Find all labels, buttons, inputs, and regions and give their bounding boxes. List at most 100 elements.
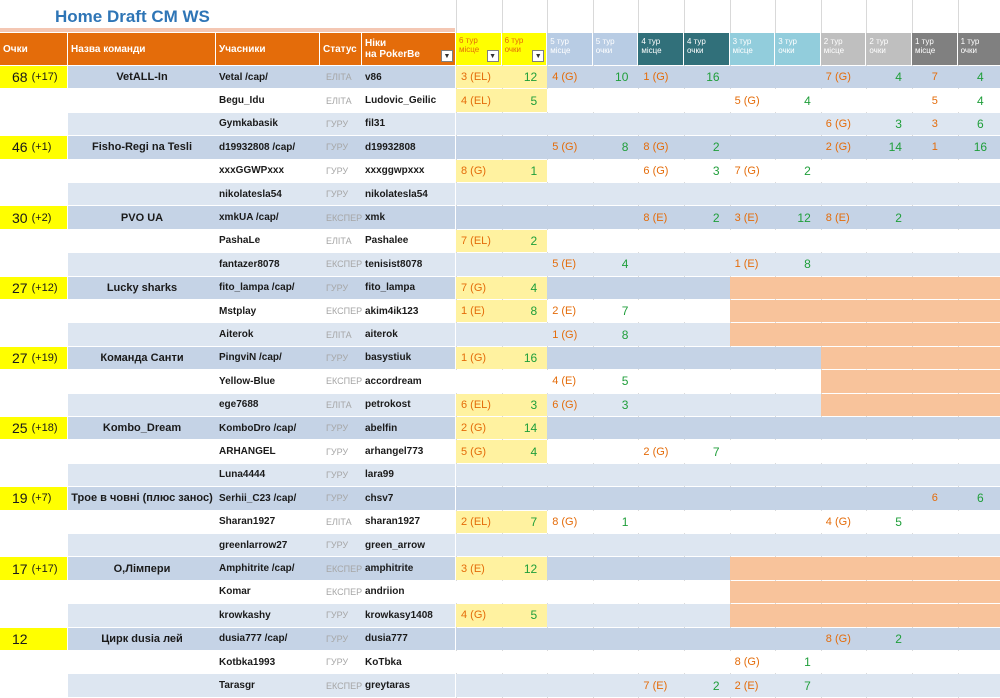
tour-3-place (729, 627, 776, 650)
member-name[interactable]: PashaLe (216, 229, 320, 253)
member-name[interactable]: xxxGGWPxxx (216, 159, 320, 182)
member-status: ГУРУ (320, 276, 362, 299)
tour-6-points: 1 (501, 159, 548, 182)
tour-2-place (820, 89, 867, 112)
member-name[interactable]: Komar (216, 580, 320, 604)
tour-4-points (684, 229, 730, 253)
tour-3-place (729, 229, 776, 253)
member-nick: nikolatesla54 (362, 183, 455, 206)
tour-2-place (820, 557, 867, 580)
filter-dropdown-button[interactable]: ▼ (486, 50, 499, 62)
tour-6-place: 7 (G) (456, 276, 502, 299)
member-name[interactable]: Serhii_C23 /cap/ (216, 487, 320, 510)
tour-5-points (592, 534, 639, 557)
member-name[interactable]: fantazer8078 (216, 253, 320, 276)
team-points-delta: (+17) (31, 71, 58, 84)
team-points: 46 (+1) (0, 136, 67, 159)
member-name[interactable]: dusia777 /cap/ (216, 627, 320, 650)
filter-dropdown-button[interactable]: ▼ (441, 50, 453, 62)
tour-2-place (820, 370, 867, 393)
team-name-empty (68, 229, 216, 253)
tour-1-points (957, 323, 1000, 346)
member-status: ГУРУ (320, 604, 362, 627)
member-name[interactable]: Sharan1927 (216, 510, 320, 533)
header-tour-sublabel: очки (687, 46, 704, 55)
member-name[interactable]: ARHANGEL (216, 440, 320, 463)
tour-2-points: 2 (866, 206, 912, 229)
team-points-delta: (+19) (31, 351, 58, 364)
member-name[interactable]: Amphitrite /cap/ (216, 557, 320, 580)
member-status: ГУРУ (320, 463, 362, 487)
tour-2-points (866, 440, 912, 463)
tour-1-place (912, 370, 958, 393)
tour-3-points (775, 510, 821, 533)
tour-5-points (592, 206, 639, 229)
tour-6-points (501, 323, 548, 346)
tour-3-place (729, 276, 776, 299)
tour-2-place (820, 440, 867, 463)
tour-3-points: 12 (775, 206, 821, 229)
tour-1-points (957, 206, 1000, 229)
tour-1-place (912, 651, 958, 674)
tour-1-points (957, 580, 1000, 604)
team-points: 25 (+18) (0, 417, 67, 440)
filter-dropdown-button[interactable]: ▼ (532, 50, 545, 62)
member-name[interactable]: PingviN /cap/ (216, 346, 320, 370)
tour-5-points (592, 604, 639, 627)
member-name[interactable]: nikolatesla54 (216, 183, 320, 206)
tour-2-place (820, 604, 867, 627)
member-name[interactable]: d19932808 /cap/ (216, 136, 320, 159)
tour-3-points (775, 627, 821, 650)
tour-2-place: 4 (G) (820, 510, 867, 533)
member-nick: andriion (362, 580, 455, 604)
tour-6-points (501, 674, 548, 697)
tour-4-place (638, 229, 684, 253)
tour-2-points: 5 (866, 510, 912, 533)
tour-4-place (638, 510, 684, 533)
member-name[interactable]: Gymkabasik (216, 112, 320, 136)
tour-4-place (638, 580, 684, 604)
tour-4-place (638, 463, 684, 487)
member-name[interactable]: fito_lampa /cap/ (216, 276, 320, 299)
tour-3-place (729, 557, 776, 580)
member-name[interactable]: Mstplay (216, 300, 320, 323)
tour-4-place (638, 534, 684, 557)
member-name[interactable]: Aiterok (216, 323, 320, 346)
member-name[interactable]: Kotbka1993 (216, 651, 320, 674)
tour-6-place (456, 370, 502, 393)
team-name-empty (68, 510, 216, 533)
member-name[interactable]: Luna4444 (216, 463, 320, 487)
tour-6-points (501, 253, 548, 276)
team-points-value: 19 (12, 490, 28, 507)
tour-1-points (957, 557, 1000, 580)
team-points-value: 12 (12, 630, 28, 647)
tour-2-points (866, 487, 912, 510)
tour-3-place (729, 323, 776, 346)
tour-3-place (729, 112, 776, 136)
member-name[interactable]: xmkUA /cap/ (216, 206, 320, 229)
member-name[interactable]: Vetal /cap/ (216, 66, 320, 89)
tour-2-place (820, 487, 867, 510)
member-name[interactable]: KomboDro /cap/ (216, 417, 320, 440)
member-name[interactable]: Tarasgr (216, 674, 320, 697)
tour-4-points (684, 604, 730, 627)
member-name[interactable]: Yellow-Blue (216, 370, 320, 393)
tour-1-place: 7 (912, 66, 958, 89)
tour-6-points: 2 (501, 229, 548, 253)
tour-6-place (456, 487, 502, 510)
member-name[interactable]: Begu_Idu (216, 89, 320, 112)
member-name[interactable]: ege7688 (216, 393, 320, 416)
tour-5-place: 1 (G) (547, 323, 593, 346)
member-name[interactable]: krowkashy (216, 604, 320, 627)
tour-2-points: 3 (866, 112, 912, 136)
tour-6-points: 7 (501, 510, 548, 533)
member-name[interactable]: greenlarrow27 (216, 534, 320, 557)
tour-4-points (684, 534, 730, 557)
member-nick: akim4ik123 (362, 300, 455, 323)
tour-6-place: 1 (E) (456, 300, 502, 323)
tour-6-points: 8 (501, 300, 548, 323)
tour-1-place (912, 627, 958, 650)
tour-2-place (820, 463, 867, 487)
member-nick: xxxggwpxxx (362, 159, 455, 182)
header-tour-sublabel: очки (595, 46, 613, 55)
